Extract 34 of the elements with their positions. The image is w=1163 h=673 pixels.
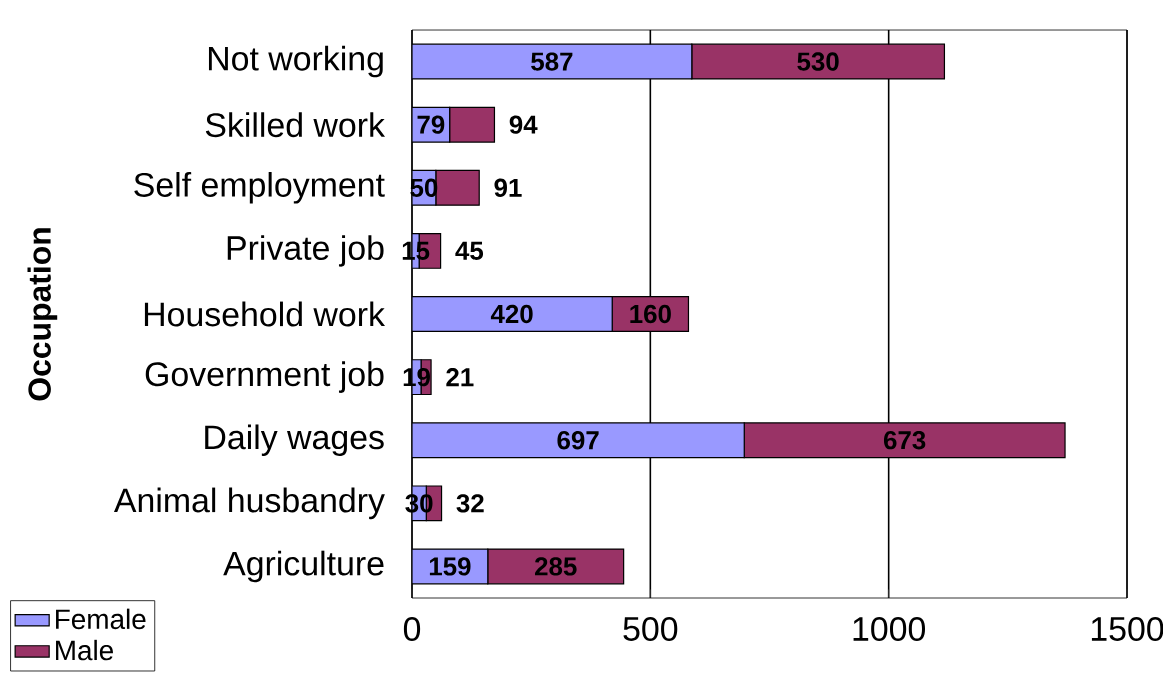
data-label: 160 [630,304,671,324]
y-axis-title: Occupation [27,228,58,401]
legend-label: Female [56,608,146,630]
x-tick-label: 1000 [853,617,926,641]
legend-label: Male [56,639,113,661]
data-label: 159 [429,557,471,576]
data-label: 79 [417,115,445,134]
x-tick-label: 1500 [1091,617,1163,641]
y-tick-label: Daily wages [205,424,384,457]
y-tick-label: Household work [144,301,386,327]
data-label: 420 [490,304,533,324]
y-tick-label: Skilled work [205,112,386,138]
y-tick-label: Self employment [134,172,385,204]
data-label: 285 [535,557,577,576]
bar [449,106,496,143]
data-label: 530 [797,52,839,71]
data-label: 587 [531,52,573,71]
bar [412,43,693,80]
y-tick-label: Animal husbandry [113,487,385,520]
data-label: 21 [446,368,474,387]
x-tick-label: 0 [403,617,421,641]
bar [412,296,613,332]
data-label: 697 [557,431,599,450]
data-label: 673 [883,431,926,450]
y-tick-label: Agriculture [223,550,384,583]
y-tick-label: Private job [227,235,384,267]
data-label: 91 [494,178,522,197]
data-label: 94 [509,115,538,134]
data-label: 45 [455,241,484,260]
y-tick-label: Not working [208,45,383,78]
data-label: 32 [456,494,484,513]
bar [412,422,745,459]
y-tick-label: Government job [145,361,384,393]
x-tick-label: 500 [623,617,678,641]
